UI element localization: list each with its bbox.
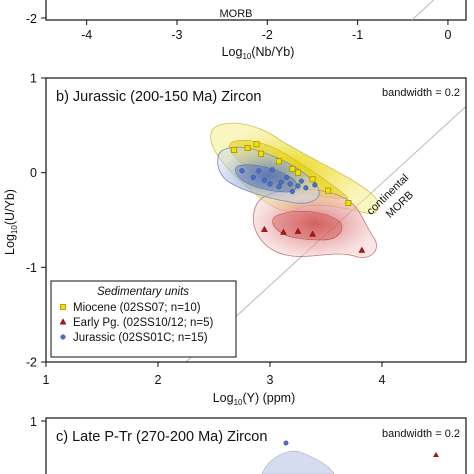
- panel-a-morb-label: MORB: [220, 8, 253, 20]
- panel-a-x-tick-label: -2: [262, 28, 273, 42]
- panel-a-frame: [45, 0, 467, 21]
- panel-c-frame: [45, 417, 467, 474]
- jurassic-point: [267, 181, 273, 187]
- jurassic-point: [312, 182, 318, 188]
- panel-b-bandwidth-label: bandwidth = 0.2: [382, 87, 460, 99]
- early-pg-point: [309, 230, 316, 237]
- panel-c-point-red: [433, 452, 439, 457]
- miocene-point: [231, 146, 238, 153]
- panel-b-y-ticks: 1 0 -1 -2: [26, 72, 46, 370]
- panel-a-x-tick-label: 0: [444, 28, 451, 42]
- panel-a-morb-line: [411, 0, 435, 21]
- miocene-point: [253, 141, 260, 148]
- legend-box: [50, 280, 237, 358]
- jurassic-point: [239, 168, 245, 174]
- panel-b-title: b) Jurassic (200-150 Ma) Zircon: [56, 89, 262, 105]
- panel-a-x-tick-label: -3: [171, 28, 182, 42]
- panel-b-y-tick-label: -1: [26, 261, 37, 275]
- panel-b-y-tick-label: -2: [26, 356, 37, 370]
- panel-a-x-ticks: -4 -3 -2 -1 0: [81, 20, 451, 42]
- jurassic-point: [298, 178, 304, 184]
- legend-entries: Miocene (02SS07; n=10) Early Pg. (02SS10/…: [59, 302, 213, 344]
- panel-b-x-ticks: 1 2 3 4: [43, 362, 386, 387]
- legend-marker-square: [60, 304, 66, 310]
- legend-entry-label: Early Pg. (02SS10/12; n=5): [73, 317, 213, 329]
- jurassic-point: [250, 174, 256, 180]
- legend-marker-circle: [60, 334, 66, 340]
- panel-a: MORB -2 -4 -3 -2 -1 0 Log10(Nb/Yb): [26, 0, 467, 61]
- legend: Sedimentary units Miocene (02SS07; n=10)…: [50, 280, 237, 358]
- legend-marker-triangle: [59, 318, 67, 325]
- density-early-pg-outer: [252, 188, 377, 258]
- jurassic-point: [295, 183, 301, 189]
- panel-c-y-ticks: 1: [30, 415, 46, 429]
- panel-c-density-blue: [261, 450, 335, 474]
- panel-c-bandwidth-label: bandwidth = 0.2: [382, 428, 460, 440]
- legend-title: Sedimentary units: [97, 286, 189, 298]
- jurassic-point: [278, 179, 284, 185]
- miocene-point: [309, 176, 316, 183]
- panel-c: c) Late P-Tr (270-200 Ma) Zircon bandwid…: [30, 415, 467, 474]
- miocene-point: [289, 165, 296, 172]
- density-early-pg: [252, 188, 377, 258]
- panel-b-x-tick-label: 1: [43, 373, 50, 387]
- density-early-pg-inner: [272, 210, 343, 241]
- jurassic-point: [284, 174, 290, 180]
- miocene-point: [276, 158, 282, 165]
- jurassic-point: [287, 181, 293, 187]
- miocene-point: [244, 145, 251, 152]
- jurassic-point: [289, 189, 295, 195]
- panel-b-y-tick-label: 0: [30, 166, 37, 180]
- jurassic-point: [269, 167, 275, 173]
- panel-b-points: [231, 141, 366, 253]
- panel-b-x-tick-label: 4: [379, 373, 386, 387]
- panel-a-x-tick-label: -1: [352, 28, 363, 42]
- panel-b-frame: [45, 77, 467, 363]
- panel-b: b) Jurassic (200-150 Ma) Zircon bandwidt…: [3, 72, 467, 407]
- jurassic-point: [261, 177, 267, 183]
- miocene-point: [295, 169, 301, 176]
- miocene-point: [258, 150, 264, 157]
- legend-entry-label: Miocene (02SS07; n=10): [73, 302, 201, 314]
- legend-entry-label: Jurassic (02SS01C; n=15): [73, 332, 208, 344]
- panel-b-x-tick-label: 2: [155, 373, 162, 387]
- panel-c-point-blue: [283, 440, 289, 446]
- early-pg-point: [294, 227, 302, 234]
- panel-c-y-tick-label: 1: [30, 415, 37, 429]
- jurassic-point: [303, 185, 309, 191]
- jurassic-point: [276, 184, 282, 190]
- panel-b-y-tick-label: 1: [30, 72, 37, 86]
- panel-b-x-tick-label: 3: [267, 373, 274, 387]
- jurassic-point: [256, 168, 262, 174]
- panel-a-y-ticks: -2: [26, 12, 46, 26]
- panel-c-title: c) Late P-Tr (270-200 Ma) Zircon: [56, 429, 267, 445]
- panel-b-x-axis-label: Log10(Y) (ppm): [213, 391, 296, 407]
- early-pg-point: [260, 225, 268, 232]
- miocene-point: [345, 200, 352, 206]
- panel-a-y-tick-label: -2: [26, 12, 37, 26]
- panel-b-y-axis-label: Log10(U/Yb): [3, 189, 19, 255]
- miocene-point: [325, 187, 332, 194]
- early-pg-point: [358, 246, 366, 253]
- early-pg-point: [280, 228, 287, 235]
- panel-a-x-axis-label: Log10(Nb/Yb): [222, 45, 295, 61]
- panel-a-x-tick-label: -4: [81, 28, 92, 42]
